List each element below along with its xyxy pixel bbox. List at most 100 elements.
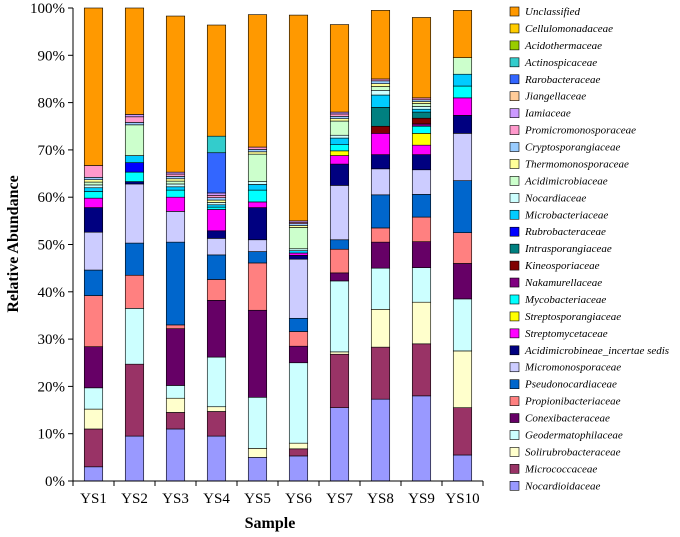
bar-segment xyxy=(411,216,432,242)
bar-segment xyxy=(329,144,350,152)
legend-swatch xyxy=(509,328,520,339)
bar-segment xyxy=(370,168,391,196)
bar-segment xyxy=(452,232,473,264)
bar-segment xyxy=(165,186,186,191)
bar-segment xyxy=(329,113,350,117)
legend-item: Actinospicaceae xyxy=(509,57,597,69)
legend-item: Rarobacteraceae xyxy=(509,74,600,86)
legend-label: Solirubrobacteraceae xyxy=(525,446,621,458)
bar-segment xyxy=(370,107,391,127)
bar-segment xyxy=(370,227,391,243)
y-tick-label: 70% xyxy=(38,143,66,159)
bar-segment xyxy=(288,255,309,260)
bar-segment xyxy=(83,184,104,189)
bar-segment xyxy=(165,189,186,198)
y-tick-label: 20% xyxy=(38,379,66,395)
bar-segment xyxy=(83,346,104,389)
legend-label: Geodermatophilaceae xyxy=(525,430,623,442)
legend-label: Actinospicaceae xyxy=(524,57,597,69)
bar-segment xyxy=(411,17,432,99)
bar-segment xyxy=(124,7,145,115)
legend-item: Acidimicrobiaceae xyxy=(509,175,608,187)
legend-swatch xyxy=(509,226,520,237)
bar-segment xyxy=(165,183,186,188)
bar-segment xyxy=(165,324,186,329)
bar-stack-ys8 xyxy=(370,10,391,482)
legend-swatch xyxy=(509,311,520,322)
bar-segment xyxy=(124,183,145,244)
bar-segment xyxy=(247,14,268,148)
bar-segment xyxy=(83,269,104,296)
legend-label: Nocardiaceae xyxy=(524,192,586,204)
bar-segment xyxy=(411,301,432,345)
y-tick-label: 40% xyxy=(38,285,66,301)
y-tick-label: 100% xyxy=(30,1,65,17)
bar-segment xyxy=(247,239,268,252)
bar-segment xyxy=(247,184,268,191)
legend-swatch xyxy=(509,142,520,152)
legend-swatch xyxy=(509,345,520,356)
bar-segment xyxy=(370,241,391,269)
bar-segment xyxy=(206,411,227,437)
bar-segment xyxy=(247,448,268,458)
bar-segment xyxy=(288,448,309,457)
legend-item: Cellulomonadaceae xyxy=(509,23,613,35)
bar-segment xyxy=(247,262,268,311)
bar-segment xyxy=(206,197,227,201)
bar-segment xyxy=(370,94,391,108)
legend-swatch xyxy=(509,40,520,51)
bar-segment xyxy=(288,258,309,319)
bar-segment xyxy=(206,152,227,194)
y-tick-label: 80% xyxy=(38,96,66,112)
legend-item: Nocardioidaceae xyxy=(509,480,600,492)
bar-segment xyxy=(288,14,309,222)
bar-segment xyxy=(411,144,432,155)
bar-segment xyxy=(329,137,350,145)
legend-item: Acidothermaceae xyxy=(509,40,602,52)
bar-segment xyxy=(124,124,145,156)
bar-segment xyxy=(452,10,473,58)
bar-segment xyxy=(452,133,473,181)
legend-label: Microbacteriaceae xyxy=(524,209,608,221)
bar-segment xyxy=(124,155,145,163)
legend-swatch xyxy=(509,159,520,169)
legend-label: Iamiaceae xyxy=(524,108,571,120)
legend-label: Thermomonosporaceae xyxy=(525,158,629,170)
legend-swatch xyxy=(509,447,520,457)
x-tick-label: YS4 xyxy=(203,491,230,507)
bar-segment xyxy=(83,187,104,192)
bar-segment xyxy=(165,412,186,430)
bar-segment xyxy=(370,83,391,87)
bar-segment xyxy=(83,177,104,180)
legend-item: Microbacteriaceae xyxy=(509,209,608,221)
bar-segment xyxy=(165,241,186,326)
bar-segment xyxy=(206,199,227,203)
bar-segment xyxy=(452,298,473,352)
bar-segment xyxy=(452,85,473,99)
bar-segment xyxy=(329,239,350,250)
bar-segment xyxy=(370,346,391,400)
bar-segment xyxy=(83,387,104,410)
bar-segment xyxy=(329,185,350,241)
y-tick-label: 30% xyxy=(38,332,66,348)
bar-segment xyxy=(83,207,104,233)
bar-segment xyxy=(329,24,350,113)
legend-item: Streptomycetaceae xyxy=(509,328,608,340)
legend-label: Nakamurellaceae xyxy=(524,277,602,289)
legend-label: Acidimicrobiaceae xyxy=(524,175,608,187)
bar-segment xyxy=(247,457,268,482)
legend-label: Propionibacteriaceae xyxy=(524,396,621,408)
legend-label: Conexibacteraceae xyxy=(525,413,610,425)
x-tick-label: YS7 xyxy=(326,491,353,507)
bar-segment xyxy=(247,146,268,150)
legend-label: Acidothermaceae xyxy=(524,40,602,52)
legend-swatch xyxy=(509,6,520,17)
bar-stack-ys9 xyxy=(411,17,432,482)
bar-segment xyxy=(83,165,104,178)
x-tick-label: YS1 xyxy=(80,491,107,507)
legend-item: Rubrobacteraceae xyxy=(509,226,606,238)
bar-segment xyxy=(124,171,145,182)
bar-segment xyxy=(411,111,432,119)
legend-label: Jiangellaceae xyxy=(525,91,586,103)
y-tick-label: 50% xyxy=(38,238,66,254)
